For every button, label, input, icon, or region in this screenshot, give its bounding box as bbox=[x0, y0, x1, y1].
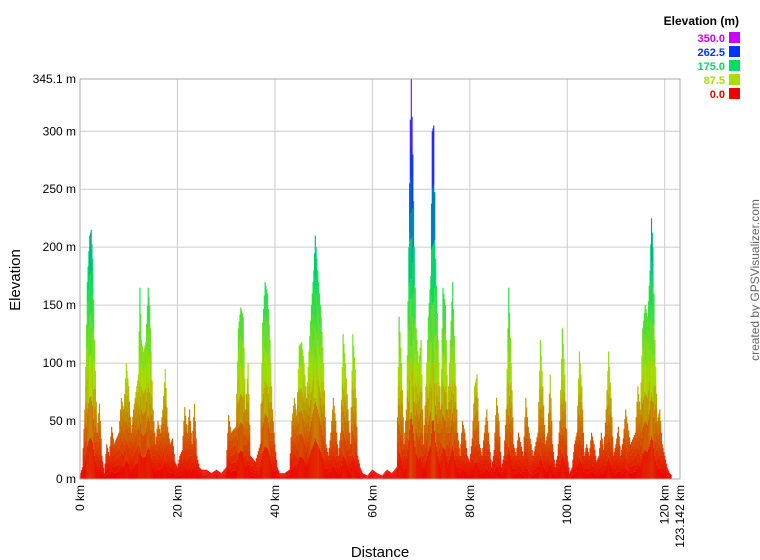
x-axis-title: Distance bbox=[351, 544, 409, 560]
chart-grid bbox=[79, 78, 681, 480]
y-tick-label: 0 m bbox=[56, 472, 76, 486]
legend-label: 0.0 bbox=[710, 89, 725, 101]
x-tick-label: 123.142 km bbox=[673, 485, 687, 548]
y-tick-label: 250 m bbox=[43, 182, 76, 196]
legend-swatch bbox=[729, 74, 740, 85]
y-tick-label: 345.1 m bbox=[33, 72, 76, 86]
elevation-profile bbox=[79, 79, 672, 479]
x-tick-label: 0 km bbox=[73, 485, 87, 511]
x-tick-label: 100 km bbox=[560, 485, 574, 524]
legend-title: Elevation (m) bbox=[664, 14, 739, 28]
x-tick-label: 40 km bbox=[268, 485, 282, 518]
legend-swatch bbox=[729, 60, 740, 71]
plot-frame bbox=[79, 78, 681, 480]
legend-swatch bbox=[729, 88, 740, 99]
x-tick-label: 80 km bbox=[463, 485, 477, 518]
y-tick-label: 200 m bbox=[43, 240, 76, 254]
legend-label: 175.0 bbox=[697, 61, 725, 73]
x-tick-label: 20 km bbox=[170, 485, 184, 518]
legend: Elevation (m) 350.0 262.5 175.0 87.5 0.0 bbox=[664, 14, 740, 101]
legend-label: 87.5 bbox=[704, 75, 725, 87]
legend-label: 262.5 bbox=[697, 47, 725, 59]
y-tick-label: 300 m bbox=[43, 124, 76, 138]
y-tick-label: 150 m bbox=[43, 298, 76, 312]
x-tick-label: 60 km bbox=[365, 485, 379, 518]
y-tick-label: 100 m bbox=[43, 356, 76, 370]
y-tick-label: 50 m bbox=[49, 414, 76, 428]
legend-swatch bbox=[729, 46, 740, 57]
legend-swatch bbox=[729, 32, 740, 43]
y-axis-title: Elevation bbox=[7, 249, 24, 311]
credit-text: created by GPSVisualizer.com bbox=[748, 199, 760, 361]
legend-label: 350.0 bbox=[697, 33, 725, 45]
x-tick-label: 120 km bbox=[658, 485, 672, 524]
x-axis-ticks: 0 km 20 km 40 km 60 km 80 km 100 km 120 km 123.… bbox=[73, 485, 687, 548]
y-axis-ticks: 0 m 50 m 100 m 150 m 200 m 250 m 300 m 345.1 m bbox=[33, 72, 76, 486]
